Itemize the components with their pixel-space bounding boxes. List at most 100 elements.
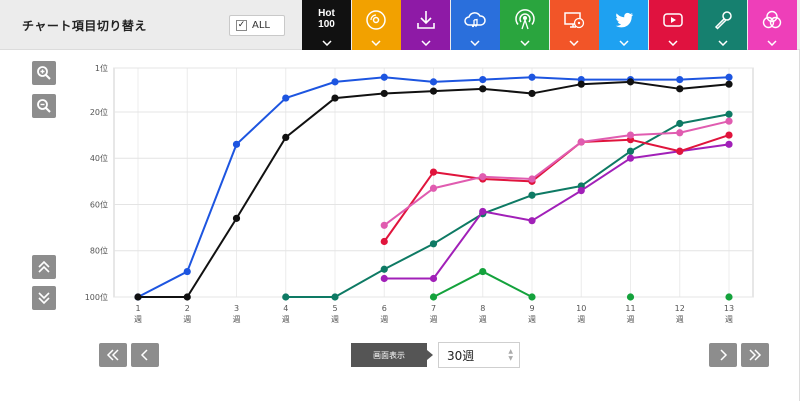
data-point-streaming [725,73,733,81]
x-tick-label: 8 [480,304,485,313]
download-icon [416,11,435,29]
zoom-in-icon [37,66,51,80]
data-point-download [528,217,536,225]
data-point-youtube [429,168,438,176]
y-tick-label: 100位 [85,292,108,302]
tile-radio[interactable] [500,0,549,50]
data-point-hot100 [134,293,142,301]
data-point-youtube [380,237,388,246]
data-point-karaoke [676,119,684,128]
data-point-karaoke [429,240,438,248]
chevron-down-icon [470,40,480,46]
prev-page-button[interactable] [131,343,159,367]
tile-karaoke[interactable] [698,0,747,50]
zoom-out-button[interactable] [32,94,56,118]
data-point-karaoke [282,293,290,301]
hot100-text: Hot 100 [318,8,335,30]
all-checkbox[interactable]: ✓ ALL [229,15,285,36]
data-point-hot100 [528,89,536,98]
data-point-hot100 [380,89,388,98]
x-tick-label: 5 [332,304,337,313]
data-point-lookup [676,129,684,137]
scroll-down-button[interactable] [32,286,56,310]
chevron-down-icon [321,40,332,46]
y-tick-label: 20位 [90,107,108,117]
data-point-karaoke [528,191,536,199]
data-point-radio [626,293,635,301]
data-point-download [479,207,487,216]
first-page-button[interactable] [99,343,127,367]
data-point-download [429,274,438,283]
data-point-lookup [429,184,438,192]
data-point-lookup [725,117,733,125]
double-chevron-up-icon [38,260,50,273]
x-tick-unit: 週 [479,315,487,324]
zoom-out-icon [37,99,51,113]
display-label: 画面表示 [351,343,433,367]
data-point-karaoke [331,293,339,301]
double-chevron-down-icon [38,292,50,305]
chevron-down-icon [618,40,629,46]
x-tick-unit: 週 [233,315,241,324]
data-point-lookup [528,175,536,183]
x-tick-label: 9 [529,304,534,313]
data-point-streaming [479,75,487,84]
data-point-radio [725,293,733,301]
data-point-youtube [676,147,684,155]
data-point-streaming [282,94,290,102]
microphone-icon [714,11,732,30]
data-point-radio [429,293,438,301]
data-point-hot100 [429,87,438,95]
series-line-karaoke [285,113,730,298]
next-page-button[interactable] [709,343,737,367]
chevron-down-icon [668,40,678,46]
chevron-down-icon [569,40,579,46]
data-point-karaoke [626,147,635,155]
play-icon [663,13,683,27]
data-point-streaming [429,78,438,86]
data-point-radio [479,267,487,276]
radio-broadcast-icon [514,9,535,30]
zoom-in-button[interactable] [32,61,56,85]
tile-youtube[interactable] [648,0,698,50]
data-point-lookup [626,131,635,139]
data-point-hot100 [626,78,635,86]
x-tick-unit: 週 [380,315,388,324]
tile-lookup[interactable] [747,0,797,50]
x-tick-unit: 週 [331,315,339,324]
x-tick-unit: 週 [134,315,142,324]
x-tick-unit: 週 [627,315,635,324]
x-tick-label: 1 [135,304,140,313]
x-tick-unit: 週 [577,315,585,324]
header-title: チャート項目切り替え [22,19,147,33]
tile-video[interactable] [549,0,599,50]
weeks-select-value: 30週 [447,348,475,363]
data-point-hot100 [725,80,733,88]
chevron-down-icon [717,40,728,46]
x-tick-label: 6 [382,304,387,313]
x-tick-unit: 週 [528,315,536,324]
data-point-hot100 [676,85,684,93]
tile-twitter[interactable] [599,0,648,50]
tile-download[interactable] [401,0,450,50]
y-tick-label: 40位 [90,153,108,163]
x-tick-unit: 週 [183,315,191,324]
chevron-left-icon [140,349,148,361]
circles-icon [762,10,782,29]
data-point-lookup [577,138,585,146]
x-tick-unit: 週 [430,315,438,324]
chevron-down-icon [371,40,381,46]
data-point-hot100 [282,133,290,141]
scroll-up-button[interactable] [32,255,56,279]
tile-streaming[interactable] [450,0,500,50]
series-line-lookup [383,120,730,227]
tile-hot100[interactable]: Hot 100 [302,0,351,50]
x-tick-label: 7 [431,304,436,313]
last-page-button[interactable] [741,343,769,367]
chevron-down-icon [519,40,530,46]
data-point-lookup [479,173,487,181]
chevron-down-icon [420,40,431,46]
data-point-hot100 [577,80,585,88]
tile-sales[interactable] [351,0,401,50]
weeks-select[interactable]: 30週 ▲ ▼ [438,342,520,368]
